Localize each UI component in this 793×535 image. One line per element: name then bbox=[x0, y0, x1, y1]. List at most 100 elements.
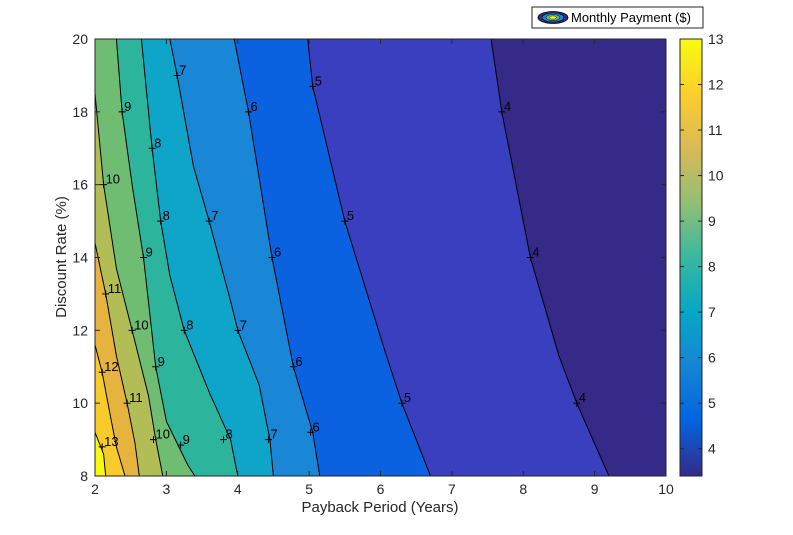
contour-label: 10 bbox=[134, 317, 148, 332]
colorbar-tick-label: 10 bbox=[708, 168, 724, 184]
contour-label-marker bbox=[98, 443, 106, 451]
contour-label: 12 bbox=[104, 359, 118, 374]
colorbar-tick-label: 5 bbox=[708, 395, 716, 411]
colorbar-tick-label: 11 bbox=[708, 122, 723, 138]
contour-label: 7 bbox=[240, 317, 247, 332]
contour-label-marker bbox=[307, 428, 315, 436]
legend-swatch-icon bbox=[537, 11, 569, 24]
contour-label-marker bbox=[234, 326, 242, 334]
contour-label-marker bbox=[573, 399, 581, 407]
contour-band-12 bbox=[95, 344, 125, 476]
x-axis: 2 3 4 5 6 7 8 9 10 bbox=[91, 39, 674, 497]
x-tick-label: 7 bbox=[448, 481, 456, 497]
contour-label-marker bbox=[341, 217, 349, 225]
contour-label-marker bbox=[148, 144, 156, 152]
contour-label-marker bbox=[173, 71, 181, 79]
contour-label: 9 bbox=[124, 99, 131, 114]
y-axis-title: Discount Rate (%) bbox=[53, 196, 70, 318]
contour-label-marker bbox=[98, 368, 106, 376]
x-axis-title: Payback Period (Years) bbox=[301, 499, 458, 516]
contour-label: 8 bbox=[154, 135, 161, 150]
contour-label-marker bbox=[398, 399, 406, 407]
contour-label: 10 bbox=[106, 172, 120, 187]
contour-line-11 bbox=[95, 242, 140, 476]
contour-label: 6 bbox=[313, 419, 320, 434]
contour-label-marker bbox=[177, 441, 185, 449]
contour-label: 10 bbox=[156, 427, 170, 442]
contour-line-7 bbox=[169, 39, 274, 476]
contour-label-marker bbox=[498, 108, 506, 116]
contour-label-marker bbox=[180, 326, 188, 334]
x-tick-label: 3 bbox=[162, 481, 170, 497]
colorbar-tick-label: 12 bbox=[708, 77, 724, 93]
contour-label-marker bbox=[118, 108, 126, 116]
contour-label: 7 bbox=[270, 427, 277, 442]
contour-line-5 bbox=[307, 39, 431, 476]
y-tick-label: 10 bbox=[72, 395, 88, 411]
colorbar-bar bbox=[679, 38, 703, 477]
contour-label-marker bbox=[128, 326, 136, 334]
colorbar-ticks: 4 5 6 7 8 9 10 11 12 13 bbox=[680, 31, 724, 457]
contour-label: 6 bbox=[250, 99, 257, 114]
x-tick-label: 4 bbox=[234, 481, 242, 497]
legend-box bbox=[531, 6, 704, 29]
contour-label: 4 bbox=[579, 390, 586, 405]
contour-line-13 bbox=[95, 432, 107, 476]
contour-fills bbox=[95, 39, 666, 476]
contour-label-marker bbox=[205, 217, 213, 225]
contour-label-marker bbox=[102, 290, 110, 298]
contour-label: 5 bbox=[347, 208, 354, 223]
contour-label: 9 bbox=[158, 354, 165, 369]
contour-label: 9 bbox=[146, 245, 153, 260]
contour-label: 5 bbox=[404, 390, 411, 405]
contour-label: 6 bbox=[274, 245, 281, 260]
contour-label-marker bbox=[526, 254, 534, 261]
contour-band-13 bbox=[95, 432, 106, 476]
colorbar-tick-label: 7 bbox=[708, 304, 716, 320]
contour-label-marker bbox=[289, 363, 297, 371]
contour-label-marker bbox=[150, 436, 158, 444]
plot-area bbox=[95, 39, 666, 476]
x-tick-label: 5 bbox=[305, 481, 313, 497]
contour-label: 9 bbox=[183, 432, 190, 447]
contour-label-marker bbox=[244, 108, 252, 116]
y-tick-label: 20 bbox=[72, 31, 88, 47]
contour-label-marker bbox=[309, 82, 317, 90]
contour-label: 8 bbox=[186, 317, 193, 332]
contour-label-marker bbox=[268, 254, 276, 261]
x-tick-label: 10 bbox=[658, 481, 674, 497]
contour-line-8 bbox=[140, 39, 239, 476]
contour-line-4 bbox=[490, 39, 610, 476]
x-tick-label: 9 bbox=[591, 481, 599, 497]
colorbar-tick-label: 6 bbox=[708, 350, 716, 366]
colorbar: 4 5 6 7 8 9 10 11 12 13 bbox=[679, 31, 724, 477]
contour-labels: 13 12 11 10 11 10 10 9 9 9 9 8 8 8 8 7 7 7 7 6 6 6 6 5 5 5 4 4 4 bbox=[98, 62, 586, 451]
contour-line-6 bbox=[233, 39, 321, 476]
x-tick-label: 2 bbox=[91, 481, 99, 497]
contour-label-marker bbox=[140, 254, 148, 261]
colorbar-tick-label: 8 bbox=[708, 259, 716, 275]
contour-label: 6 bbox=[295, 354, 302, 369]
colorbar-tick-label: 13 bbox=[708, 31, 724, 47]
contour-label-marker bbox=[100, 181, 108, 189]
legend-label: Monthly Payment ($) bbox=[571, 10, 691, 25]
contour-label: 8 bbox=[225, 427, 232, 442]
contour-label: 11 bbox=[108, 281, 122, 296]
contour-label-marker bbox=[219, 436, 227, 444]
y-tick-label: 18 bbox=[72, 104, 88, 120]
contour-label: 8 bbox=[163, 208, 170, 223]
legend: Monthly Payment ($) bbox=[531, 6, 704, 29]
y-tick-label: 14 bbox=[72, 250, 88, 266]
contour-label-marker bbox=[123, 399, 131, 407]
contour-line-9 bbox=[115, 39, 196, 476]
x-tick-label: 6 bbox=[377, 481, 385, 497]
contour-label: 7 bbox=[211, 208, 218, 223]
contour-label: 11 bbox=[129, 390, 143, 405]
contour-label: 13 bbox=[104, 434, 118, 449]
colorbar-tick-label: 4 bbox=[708, 441, 716, 457]
contour-label: 4 bbox=[532, 245, 539, 260]
y-tick-label: 16 bbox=[72, 177, 88, 193]
contour-label-marker bbox=[157, 217, 165, 225]
y-tick-label: 12 bbox=[72, 322, 88, 338]
